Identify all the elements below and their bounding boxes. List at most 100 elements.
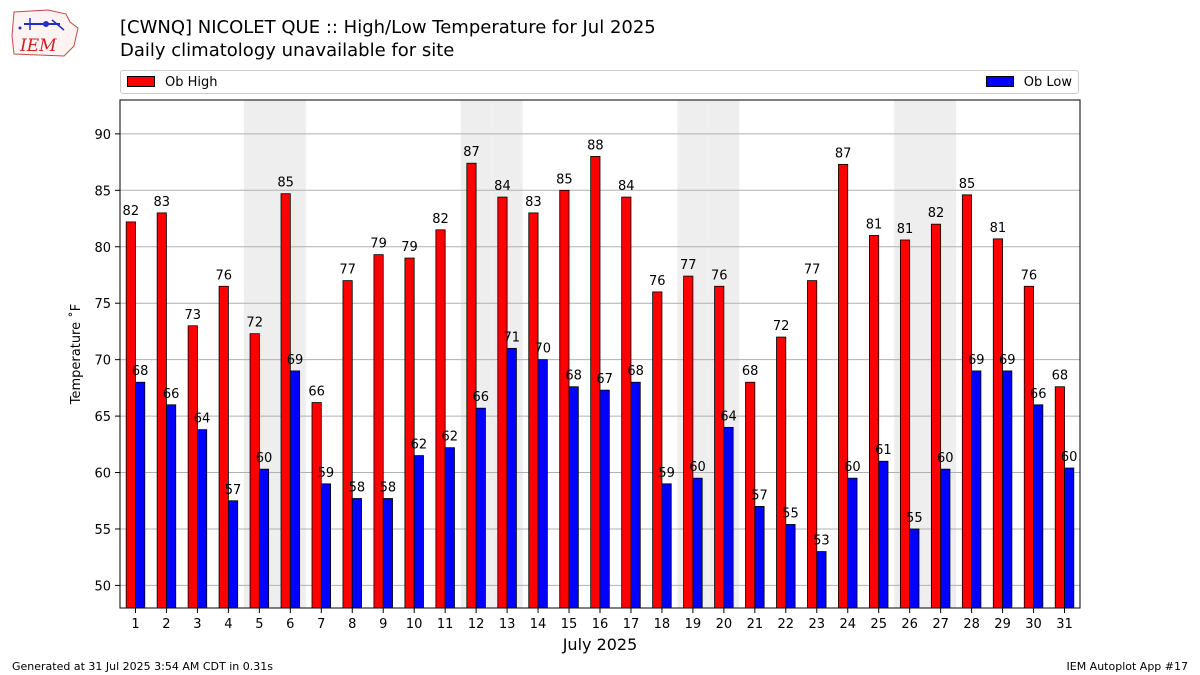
x-tick-label-16: 16	[592, 617, 609, 632]
generated-timestamp: Generated at 31 Jul 2025 3:54 AM CDT in …	[12, 660, 273, 673]
x-tick-label-21: 21	[747, 617, 764, 632]
bar-low-day-11	[444, 447, 455, 609]
bar-high-day-2	[156, 212, 167, 609]
label-high-day-12: 87	[463, 145, 480, 160]
bar-high-day-11	[435, 229, 446, 609]
label-low-day-26: 55	[906, 511, 923, 526]
label-high-day-25: 81	[866, 217, 883, 232]
bar-low-day-17	[630, 381, 641, 609]
label-low-day-16: 67	[596, 372, 613, 387]
bar-high-day-10	[404, 257, 415, 609]
x-tick-label-1: 1	[131, 617, 139, 632]
label-high-day-26: 81	[897, 222, 914, 237]
legend: Ob High Ob Low	[120, 70, 1079, 94]
bar-high-day-26	[899, 239, 911, 609]
bar-high-day-9	[373, 254, 384, 609]
x-tick-label-19: 19	[685, 617, 702, 632]
x-tick-label-20: 20	[716, 617, 733, 632]
chart-title: [CWNQ] NICOLET QUE :: High/Low Temperatu…	[120, 17, 656, 38]
label-high-day-4: 76	[215, 268, 232, 283]
bar-high-day-6	[280, 193, 291, 609]
x-tick-label-7: 7	[317, 617, 325, 632]
plot-frame	[119, 99, 1081, 609]
bar-low-day-14	[537, 359, 548, 609]
label-high-day-11: 82	[432, 212, 449, 227]
label-low-day-15: 68	[565, 369, 582, 384]
label-high-day-30: 76	[1021, 268, 1038, 283]
label-high-day-9: 79	[370, 237, 387, 252]
bar-low-day-28	[971, 370, 982, 609]
label-high-day-2: 83	[154, 195, 171, 210]
x-tick-label-2: 2	[162, 617, 170, 632]
label-low-day-27: 60	[937, 451, 954, 466]
y-tick-label-90: 90	[94, 128, 111, 143]
legend-item-high: Ob High	[127, 75, 218, 90]
bar-low-day-4	[227, 500, 239, 609]
bar-low-day-24	[847, 477, 858, 609]
bar-low-day-10	[413, 455, 424, 609]
bar-high-day-29	[992, 238, 1003, 609]
label-low-day-21: 57	[751, 488, 768, 503]
x-tick-label-14: 14	[530, 617, 547, 632]
label-low-day-18: 59	[658, 466, 675, 481]
label-low-day-12: 66	[473, 390, 490, 405]
legend-label-high: Ob High	[165, 75, 218, 90]
label-high-day-24: 87	[835, 146, 852, 161]
label-high-day-7: 66	[308, 385, 325, 400]
x-tick-label-29: 29	[994, 617, 1011, 632]
label-high-day-23: 77	[804, 263, 821, 278]
bar-low-day-18	[661, 483, 672, 609]
label-low-day-8: 58	[349, 480, 366, 495]
bar-low-day-3	[197, 429, 208, 609]
label-high-day-21: 68	[742, 364, 759, 379]
x-tick-label-24: 24	[839, 617, 856, 632]
bar-low-day-30	[1033, 404, 1044, 609]
x-tick-label-4: 4	[224, 617, 232, 632]
bar-high-day-12	[466, 162, 477, 609]
legend-swatch-high	[127, 76, 155, 87]
x-tick-label-27: 27	[932, 617, 949, 632]
label-low-day-17: 68	[627, 364, 644, 379]
y-tick-label-80: 80	[94, 241, 111, 256]
label-low-day-3: 64	[194, 412, 211, 427]
x-tick-label-26: 26	[901, 617, 918, 632]
x-tick-label-12: 12	[468, 617, 485, 632]
bar-low-day-20	[723, 426, 734, 609]
bar-low-day-12	[475, 407, 486, 609]
x-tick-label-28: 28	[963, 617, 980, 632]
y-tick-label-70: 70	[94, 354, 111, 369]
x-tick-label-11: 11	[437, 617, 454, 632]
label-high-day-13: 84	[494, 179, 511, 194]
x-tick-label-30: 30	[1025, 617, 1042, 632]
bar-low-day-7	[320, 483, 331, 609]
bar-low-day-9	[382, 498, 393, 609]
bar-low-day-29	[1002, 370, 1013, 609]
bar-high-day-3	[187, 325, 198, 609]
x-tick-label-22: 22	[778, 617, 795, 632]
x-tick-label-3: 3	[193, 617, 201, 632]
x-tick-label-17: 17	[623, 617, 640, 632]
label-high-day-27: 82	[928, 206, 945, 221]
legend-swatch-low	[985, 76, 1014, 87]
x-tick-label-23: 23	[809, 617, 826, 632]
bar-high-day-28	[961, 194, 973, 609]
x-tick-label-10: 10	[406, 617, 423, 632]
y-tick-label-50: 50	[94, 579, 111, 594]
bar-low-day-31	[1064, 467, 1075, 609]
label-low-day-14: 70	[534, 342, 551, 357]
x-tick-label-9: 9	[379, 617, 387, 632]
bar-high-day-7	[311, 402, 322, 609]
bar-high-day-30	[1023, 285, 1034, 609]
iem-logo: IEM	[8, 6, 82, 60]
label-low-day-4: 57	[225, 483, 242, 498]
bar-high-day-8	[342, 280, 353, 609]
label-low-day-31: 60	[1061, 450, 1078, 465]
bar-low-day-2	[166, 404, 177, 609]
bar-low-day-16	[599, 389, 610, 609]
bar-high-day-14	[528, 212, 539, 609]
chart-subtitle: Daily climatology unavailable for site	[120, 40, 455, 61]
bar-high-day-22	[776, 336, 787, 609]
bar-high-day-19	[683, 275, 694, 609]
bar-low-day-1	[135, 381, 146, 609]
